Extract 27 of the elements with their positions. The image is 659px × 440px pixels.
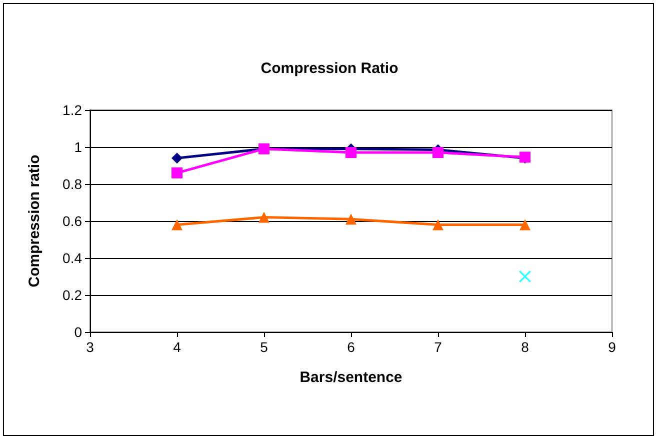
point xyxy=(346,147,356,158)
x-tick-label: 8 xyxy=(521,339,530,355)
x-tick-label: 9 xyxy=(608,339,616,355)
point xyxy=(432,147,444,158)
y-axis-title: Compression ratio xyxy=(26,154,43,288)
point xyxy=(172,167,182,178)
y-tick-label: 0.4 xyxy=(62,250,82,266)
x-tick-label: 4 xyxy=(173,339,182,355)
y-tick-label: 0.6 xyxy=(62,213,82,229)
x-tick-label: 6 xyxy=(347,339,356,355)
x-axis-title: Bars/sentence xyxy=(300,369,402,386)
x-tick-label: 3 xyxy=(86,339,94,355)
y-tick-label: 1.2 xyxy=(62,102,82,118)
point xyxy=(258,212,270,223)
point xyxy=(172,219,182,230)
y-tick-label: 1 xyxy=(74,139,82,155)
y-tick-label: 0.2 xyxy=(62,287,82,303)
x-tick-label: 5 xyxy=(260,339,268,355)
point xyxy=(519,270,531,282)
point xyxy=(432,219,444,230)
point xyxy=(520,219,530,230)
chart-title: Compression Ratio xyxy=(260,60,398,77)
y-tick-label: 0 xyxy=(74,324,82,340)
x-tick-label: 7 xyxy=(434,339,442,355)
point xyxy=(172,152,182,164)
point xyxy=(346,214,356,225)
y-tick-label: 0.8 xyxy=(62,176,82,192)
